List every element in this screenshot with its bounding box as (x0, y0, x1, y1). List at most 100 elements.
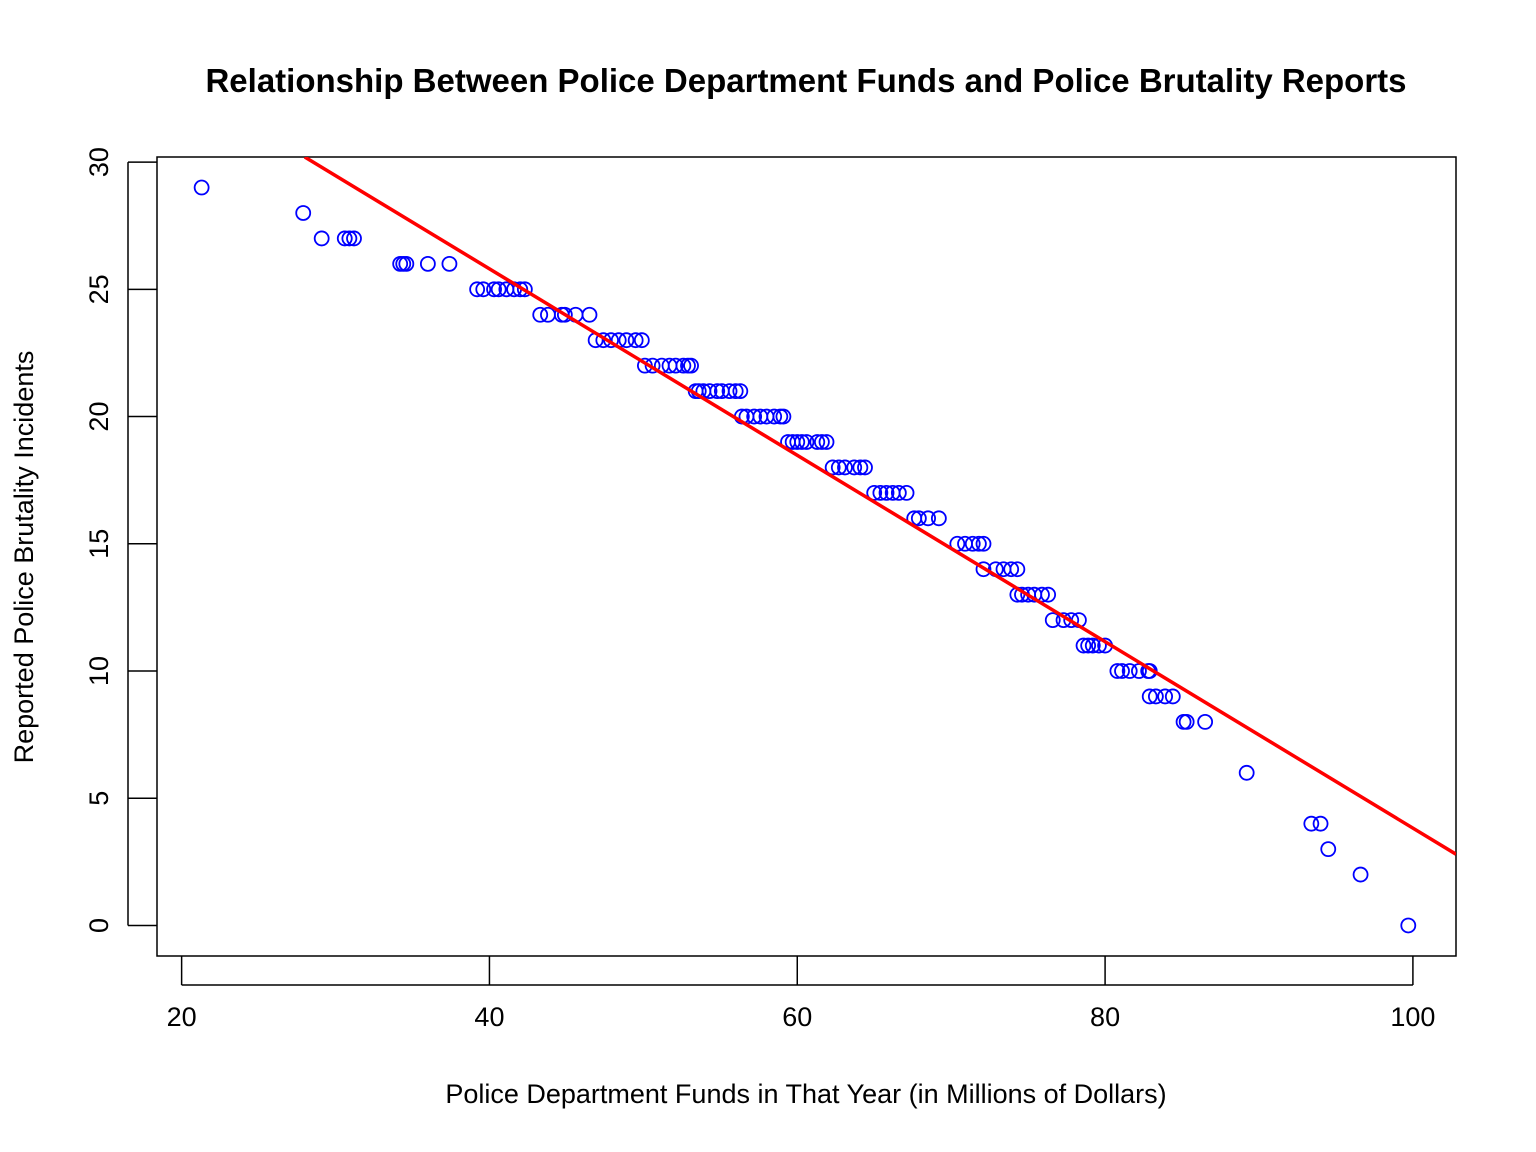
data-point (1164, 688, 1181, 705)
data-point (872, 484, 889, 501)
data-point (627, 332, 644, 349)
x-tick-label: 80 (1090, 1002, 1120, 1032)
data-point (890, 484, 907, 501)
data-point (766, 408, 783, 425)
data-point (1175, 713, 1192, 730)
data-point (857, 459, 873, 476)
data-point (1003, 561, 1020, 578)
data-point (667, 357, 684, 374)
data-point (1080, 637, 1097, 654)
data-point (313, 230, 330, 247)
data-point (1312, 815, 1329, 832)
data-point (1238, 764, 1255, 781)
data-point (809, 434, 826, 450)
y-tick-label: 20 (84, 402, 114, 432)
data-points (193, 179, 1417, 934)
data-point (824, 459, 841, 476)
data-point (709, 383, 726, 400)
x-axis-label: Police Department Funds in That Year (in… (445, 1079, 1166, 1109)
data-point (395, 255, 412, 272)
data-point (975, 561, 992, 578)
data-point (793, 434, 810, 450)
data-point (1197, 713, 1214, 730)
regression-line (303, 157, 1456, 856)
y-tick-label: 30 (84, 147, 114, 177)
data-point (721, 383, 738, 400)
data-point (732, 383, 749, 400)
data-point (1147, 688, 1164, 705)
data-point (846, 459, 863, 476)
data-point (970, 535, 987, 552)
y-tick-label: 15 (84, 529, 114, 559)
data-point (486, 281, 502, 298)
data-point (910, 510, 927, 527)
data-point (830, 459, 847, 476)
data-point (1121, 663, 1138, 679)
x-tick-label: 40 (474, 1002, 504, 1032)
data-point (633, 332, 650, 349)
x-axis: 20 40 60 80 100 (167, 956, 1435, 1032)
y-tick-label: 10 (84, 656, 114, 686)
data-point (341, 230, 358, 247)
data-point (336, 230, 353, 247)
data-point (1044, 612, 1061, 629)
data-point (516, 281, 533, 298)
data-point (813, 434, 830, 450)
data-point (1178, 713, 1195, 730)
data-point (701, 383, 718, 400)
data-point (556, 306, 573, 323)
data-point (930, 510, 947, 527)
data-point (1009, 561, 1026, 578)
data-point (1400, 917, 1417, 934)
data-point (675, 357, 692, 374)
data-point (898, 484, 915, 501)
data-point (975, 535, 992, 552)
data-point (1114, 663, 1130, 679)
data-point (419, 255, 436, 272)
data-point (920, 510, 936, 527)
data-point (789, 434, 806, 450)
data-point (1075, 637, 1092, 654)
data-point (441, 255, 458, 272)
data-point (727, 383, 744, 400)
data-point (469, 281, 486, 298)
data-point (1084, 637, 1101, 654)
data-point (346, 230, 362, 247)
data-point (532, 306, 549, 323)
data-point (1303, 815, 1320, 832)
data-point (398, 255, 415, 272)
data-point (818, 434, 835, 450)
y-axis-label: Reported Police Brutality Incidents (9, 351, 39, 764)
y-tick-label: 25 (84, 274, 114, 304)
data-point (746, 408, 763, 425)
data-point (1063, 612, 1080, 629)
data-point (581, 306, 598, 323)
y-tick-label: 0 (84, 918, 114, 933)
data-point (1157, 688, 1174, 705)
chart-title: Relationship Between Police Department F… (205, 62, 1406, 99)
regression-line-group (303, 157, 1456, 856)
x-tick-label: 20 (167, 1002, 197, 1032)
data-point (837, 459, 853, 476)
data-point (475, 281, 492, 298)
data-point (512, 281, 529, 298)
y-axis: 0 5 10 15 20 25 30 (84, 147, 157, 933)
data-point (193, 179, 210, 196)
data-point (618, 332, 635, 349)
data-point (798, 434, 815, 450)
data-point (1352, 866, 1369, 883)
plot-frame (156, 156, 1457, 957)
data-point (295, 205, 312, 221)
data-point (775, 408, 792, 425)
data-point (644, 357, 661, 374)
data-point (1141, 688, 1158, 705)
data-point (1040, 586, 1057, 603)
data-point (878, 484, 895, 501)
data-point (490, 281, 507, 298)
x-tick-label: 60 (782, 1002, 812, 1032)
y-tick-label: 5 (84, 791, 114, 806)
data-point (1109, 663, 1126, 679)
data-point (964, 535, 981, 552)
x-tick-label: 100 (1390, 1002, 1435, 1032)
